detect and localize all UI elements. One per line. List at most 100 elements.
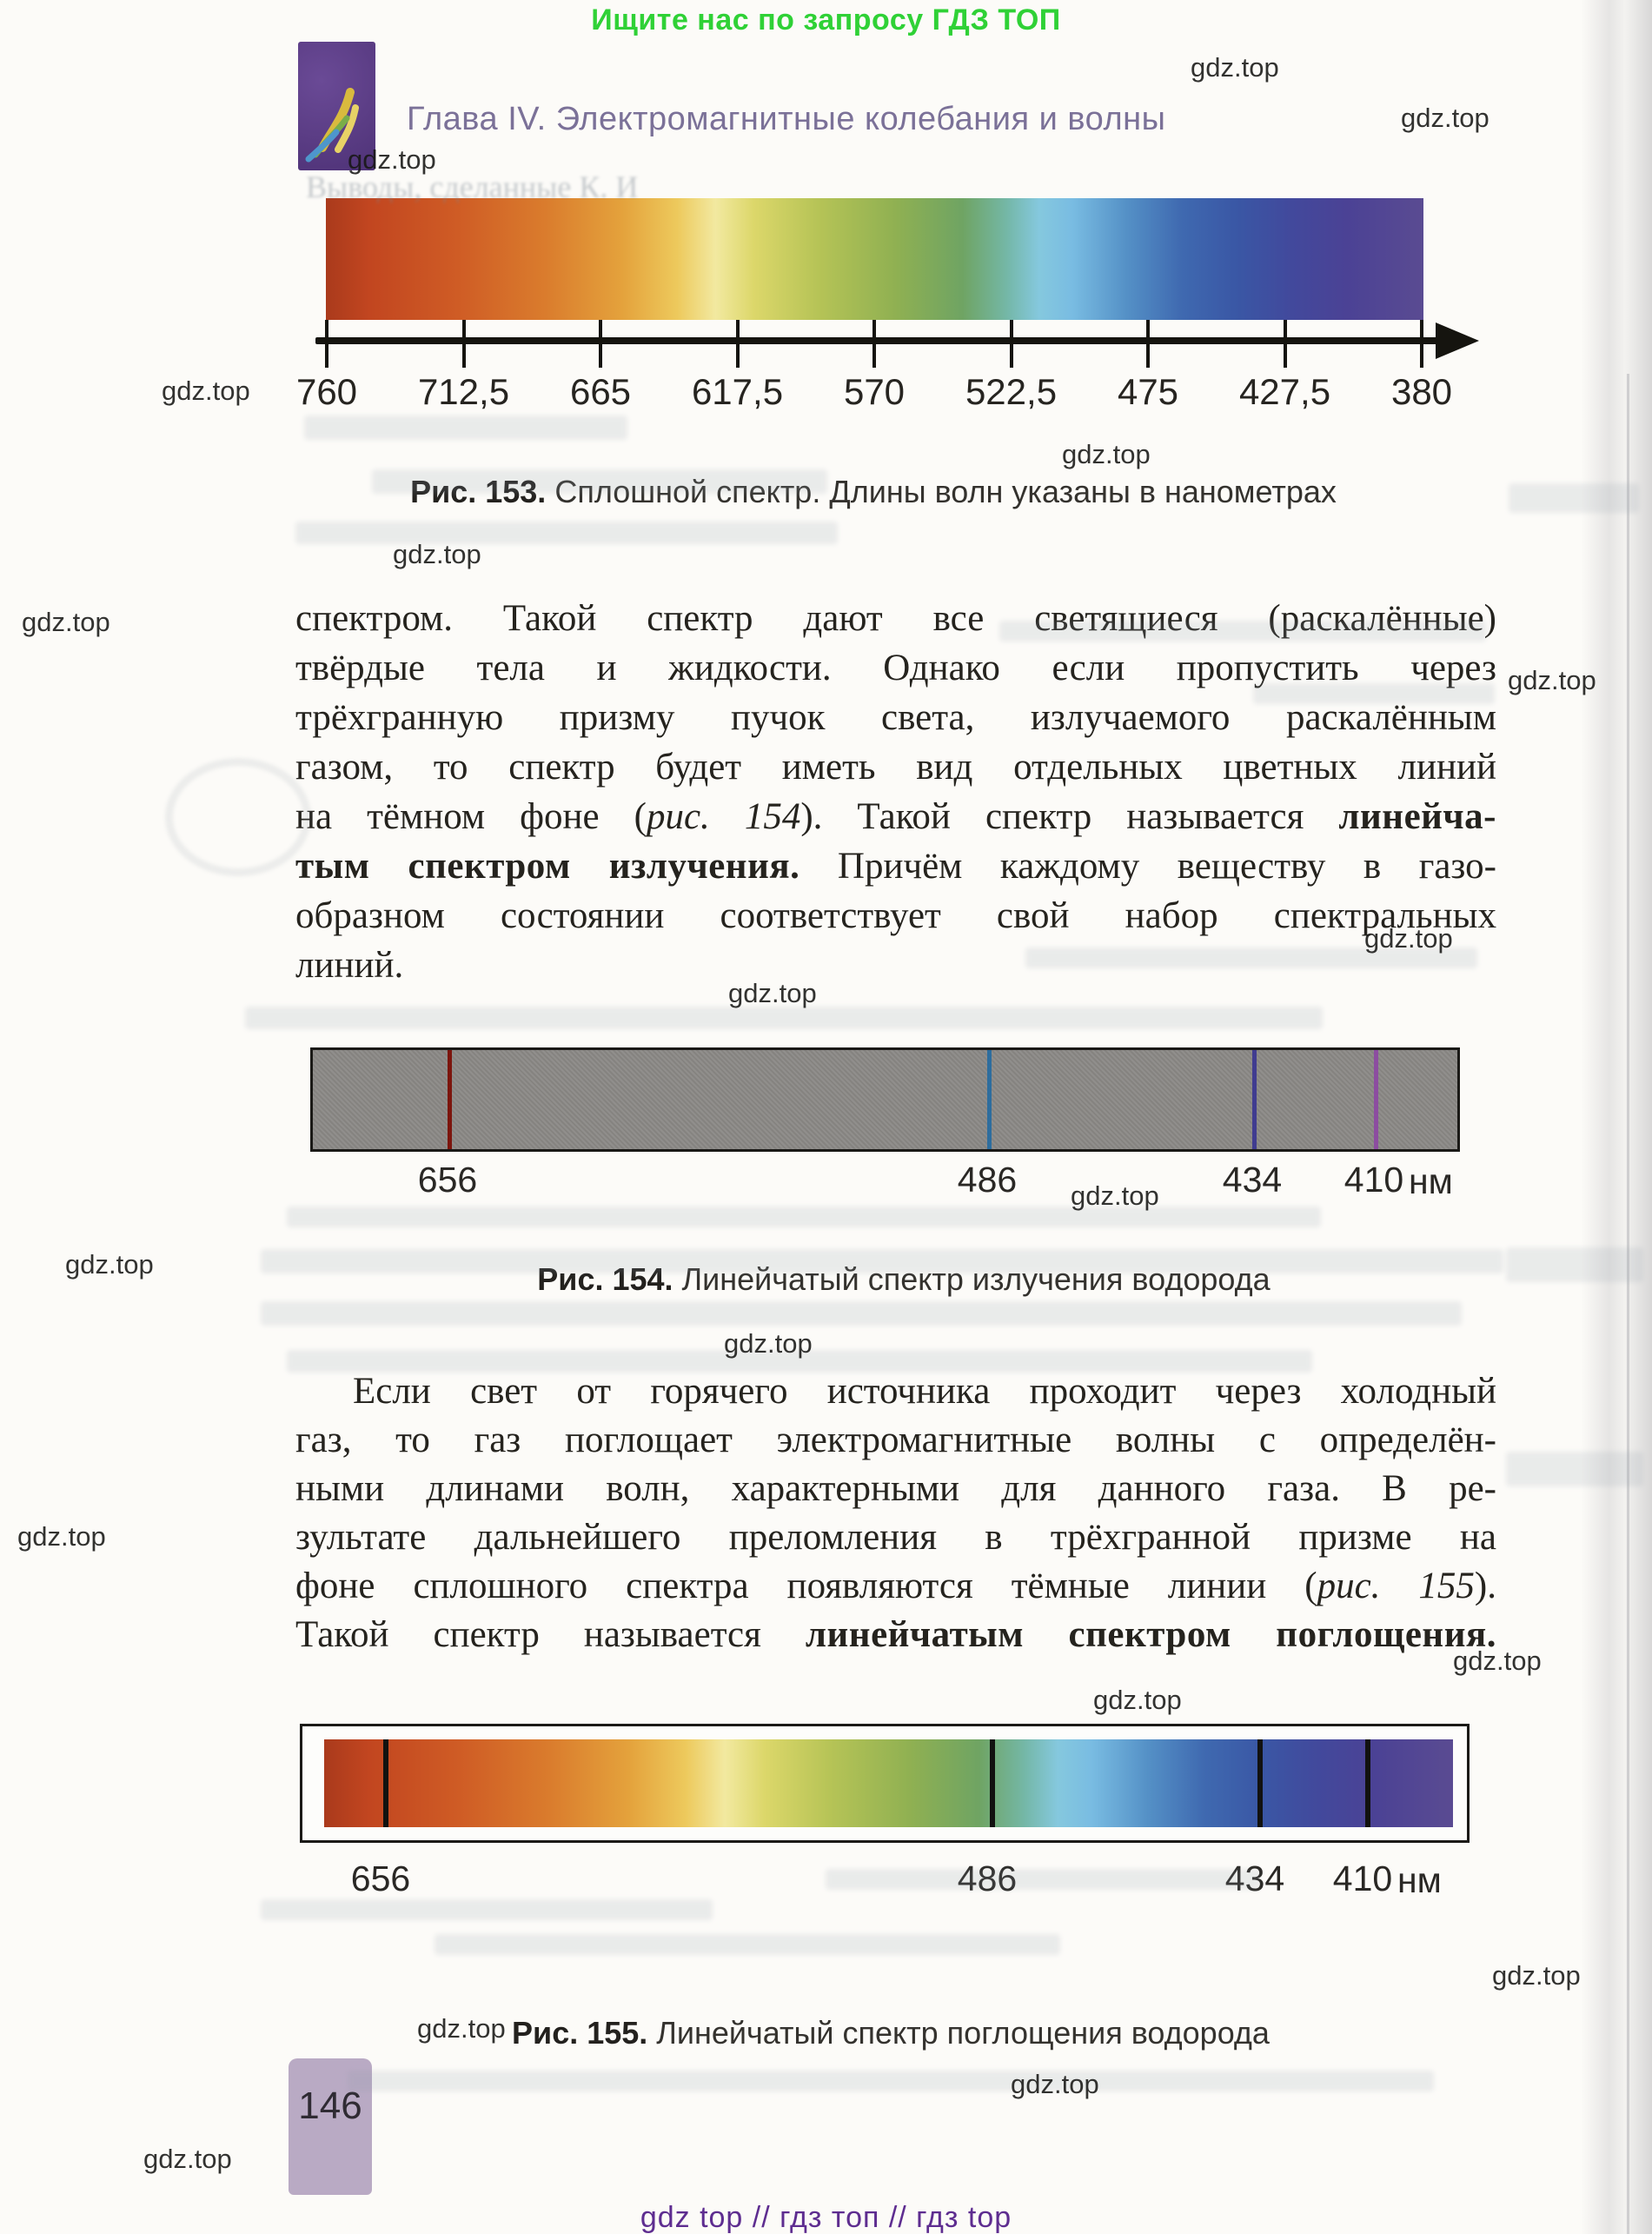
ghost-line [261, 1249, 1503, 1273]
page-edge-line [1627, 374, 1629, 2234]
figure-155-caption-text: Линейчатый спектр поглощения водорода [656, 2015, 1270, 2051]
axis-tick [1146, 320, 1150, 368]
watermark-text: gdz.top [1492, 1960, 1581, 1991]
spectral-line-410 [1374, 1050, 1378, 1149]
ghost-line [999, 621, 1486, 642]
text-run: Если свет от горячего источника проходит… [353, 1371, 1496, 1412]
emission-spectrum-image [310, 1047, 1460, 1152]
watermark-text: gdz.top [1191, 52, 1279, 83]
spectral-line-434 [1257, 1739, 1263, 1827]
text-run: ). Такой спектр называется [800, 796, 1339, 837]
figure-155-caption-label: Рис. 155. [512, 2015, 648, 2051]
paragraph-line-1: спектром. Такой спектр дают все светящие… [295, 594, 1496, 643]
spectral-line-410 [1365, 1739, 1370, 1827]
ghost-line [1025, 947, 1477, 968]
paragraph-line-6: тым спектром излучения. Причём каждому в… [295, 841, 1496, 891]
absorption-spectrum-frame [300, 1724, 1470, 1843]
wavelength-label-486: 486 [957, 1858, 1018, 1898]
axis-tick [735, 320, 740, 368]
figure-154-caption-label: Рис. 154. [537, 1261, 673, 1297]
paragraph-line-2: твёрдые тела и жидкости. Однако если про… [295, 643, 1496, 693]
paragraph-line-5: фоне сплошного спектра появляются тёмные… [295, 1562, 1496, 1611]
axis-arrowhead-icon [1436, 322, 1479, 359]
text-run: фоне сплошного спектра появляются тёмные… [295, 1566, 1317, 1606]
wavelength-label-410: 410 [1343, 1160, 1404, 1200]
ghost-line [435, 1934, 1060, 1955]
axis-tick-label: 427,5 [1238, 371, 1331, 412]
logo-swoosh-icon [305, 88, 359, 163]
axis-tick-label: 475 [1117, 371, 1179, 412]
watermark-text: gdz.top [162, 376, 250, 406]
watermark-text: gdz.top [1062, 439, 1151, 469]
watermark-text: gdz.top [393, 539, 481, 569]
axis-tick [1283, 320, 1287, 368]
ghost-line [1506, 1452, 1643, 1486]
ghost-line [1253, 683, 1495, 704]
axis-tick-label: 380 [1390, 371, 1453, 412]
watermark-text: gdz.top [1093, 1685, 1182, 1715]
bold-term: линейчатым спектром поглощения. [805, 1614, 1496, 1655]
watermark-text: gdz.top [22, 607, 110, 637]
paragraph-line-7: образном состоянии соответствует свой на… [295, 891, 1496, 941]
figure-153-caption-text: Сплошной спектр. Длины волн указаны в на… [554, 474, 1337, 509]
text-run: ными длинами волн, характерными для данн… [295, 1468, 1496, 1509]
text-run: спектром. Такой спектр дают все светящие… [295, 598, 1496, 639]
watermark-text: gdz.top [1364, 923, 1453, 954]
watermark-text: gdz.top [1011, 2069, 1099, 2099]
axis-tick [599, 320, 602, 368]
axis-tick [461, 320, 466, 368]
paragraph-line-3: ными длинами волн, характерными для данн… [295, 1465, 1496, 1513]
wavelength-label-434: 434 [1222, 1160, 1283, 1200]
wavelength-unit-label: нм [1397, 1860, 1442, 1900]
page-number: 146 [298, 2084, 362, 2127]
paragraph-line-2: газ, то газ поглощает электромагнитные в… [295, 1416, 1496, 1465]
text-run: твёрдые тела и жидкости. Однако если про… [295, 648, 1496, 688]
text-run: линий. [295, 945, 404, 986]
paragraph-line-6: Такой спектр называется линейчатым спект… [295, 1611, 1496, 1659]
ghost-line [287, 1207, 1321, 1227]
axis-tick-label: 570 [843, 371, 906, 412]
figure-reference: рис. 154 [646, 796, 801, 837]
bold-term: тым спектром излучения. [295, 846, 800, 887]
text-run: газом, то спектр будет иметь вид отдельн… [295, 747, 1496, 788]
text-run: зультате дальнейшего преломления в трёхг… [295, 1517, 1496, 1558]
ghost-line [348, 2071, 1434, 2091]
promo-banner-text: Ищите нас по запросу ГДЗ ТОП [591, 3, 1061, 37]
figure-reference: рис. 155 [1317, 1566, 1475, 1606]
ghost-readable-line: Выводы, сделанные К. И [306, 170, 639, 204]
wavelength-unit-label: нм [1409, 1161, 1453, 1201]
ghost-line [304, 416, 627, 440]
watermark-text: gdz.top [1453, 1646, 1542, 1676]
ghost-line [245, 1007, 1323, 1029]
text-run: газ, то газ поглощает электромагнитные в… [295, 1420, 1496, 1460]
text-run: Такой спектр называется [295, 1614, 806, 1655]
spectral-line-434 [1252, 1050, 1257, 1149]
wavelength-label-434: 434 [1224, 1858, 1285, 1898]
axis-tick [325, 320, 328, 368]
figure-154-caption: Рис. 154. Линейчатый спектр излучения во… [322, 1261, 1486, 1298]
watermark-text: gdz.top [1071, 1180, 1159, 1211]
ghost-line [1509, 483, 1639, 513]
text-run: образном состоянии соответствует свой на… [295, 895, 1496, 936]
footer-promo-text: gdz top // гдз топ // гдз top [640, 2201, 1012, 2234]
watermark-text: gdz.top [1401, 103, 1489, 133]
figure-153-caption: Рис. 153. Сплошной спектр. Длины волн ук… [295, 474, 1451, 510]
ghost-line [826, 1869, 1260, 1890]
figure-153-caption-label: Рис. 153. [410, 474, 547, 509]
axis-tick-label: 617,5 [691, 371, 784, 412]
paragraph-line-3: трёхгранную призму пучок света, излучаем… [295, 693, 1496, 742]
text-run: трёхгранную призму пучок света, излучаем… [295, 697, 1496, 738]
watermark-text: gdz.top [1508, 665, 1596, 695]
paragraph-2: Если свет от горячего источника проходит… [295, 1367, 1496, 1659]
ghost-line [295, 522, 838, 544]
watermark-text: gdz.top [348, 144, 436, 175]
paragraph-line-4: зультате дальнейшего преломления в трёхг… [295, 1513, 1496, 1562]
chapter-logo [298, 42, 375, 170]
ghost-line [261, 1899, 713, 1920]
watermark-text: gdz.top [724, 1328, 813, 1359]
watermark-text: gdz.top [143, 2144, 232, 2174]
paragraph-line-5: на тёмном фоне (рис. 154). Такой спектр … [295, 792, 1496, 841]
ghost-line [372, 469, 827, 494]
ghost-magnifier-bleedthrough [165, 758, 311, 876]
